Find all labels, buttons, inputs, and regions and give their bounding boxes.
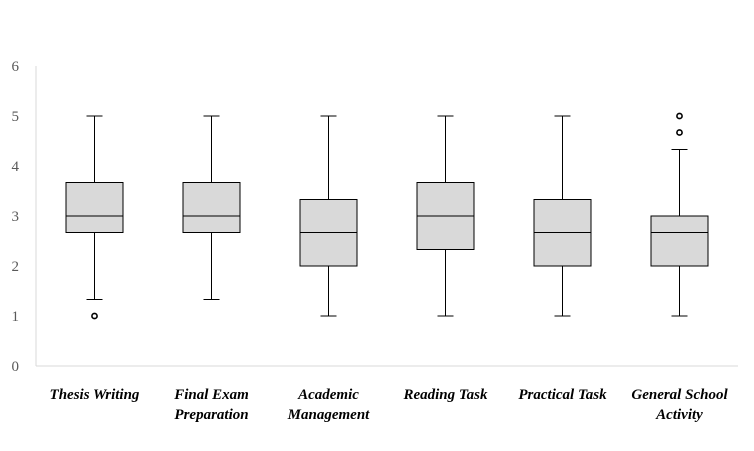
y-tick-label: 2	[12, 259, 20, 275]
y-tick-label: 5	[12, 109, 20, 125]
category-label: Reading Task	[402, 387, 488, 403]
y-tick-label: 3	[12, 209, 20, 225]
iqr-box	[650, 215, 709, 267]
category-label-line: Management	[287, 407, 371, 423]
y-tick-label: 4	[12, 159, 20, 175]
category-labels: Thesis Writing Final Exam Preparation Acade…	[50, 387, 729, 423]
category-label-line: Reading Task	[402, 387, 488, 403]
y-axis: 0 1 2 3 4 5 6	[12, 59, 37, 375]
category-label-line: Final Exam	[173, 387, 249, 403]
category-label: Final Exam Preparation	[173, 387, 249, 423]
box-5	[533, 115, 592, 317]
outlier-point	[676, 112, 683, 120]
category-label: Thesis Writing	[50, 387, 140, 403]
box-6	[650, 112, 709, 317]
y-tick-label: 0	[12, 359, 20, 375]
category-label-line: Activity	[655, 407, 703, 423]
y-tick-label: 6	[12, 59, 20, 75]
category-label: Academic Management	[287, 387, 371, 423]
box-3	[299, 115, 358, 317]
outlier-point	[91, 312, 98, 320]
y-tick-label: 1	[12, 309, 20, 325]
box-2	[182, 115, 241, 300]
category-label-line: General School	[631, 387, 728, 403]
category-label-line: Practical Task	[518, 387, 607, 403]
category-label-line: Thesis Writing	[50, 387, 140, 403]
boxes	[65, 112, 709, 320]
iqr-box	[65, 182, 124, 233]
category-label-line: Preparation	[174, 407, 248, 423]
category-label-line: Academic	[297, 387, 359, 403]
iqr-box	[182, 182, 241, 233]
category-label: Practical Task	[518, 387, 607, 403]
outlier-point	[676, 129, 683, 136]
category-label: General School Activity	[631, 387, 728, 423]
box-4	[416, 115, 475, 317]
box-1	[65, 115, 124, 320]
